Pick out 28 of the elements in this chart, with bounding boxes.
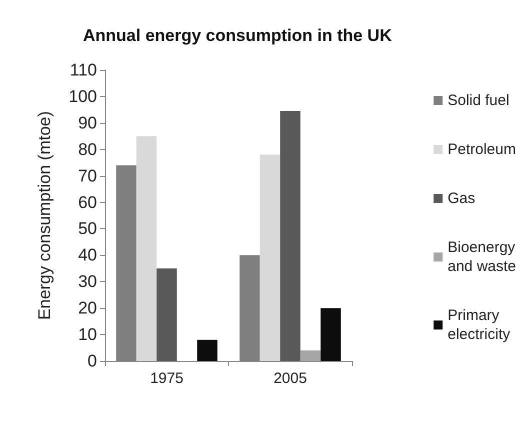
x-tick-label: 1975	[150, 370, 184, 387]
bar	[197, 340, 218, 361]
y-tick-label: 10	[78, 325, 97, 344]
y-tick-label: 110	[70, 60, 97, 80]
legend-label: Bioenergy and waste	[448, 239, 516, 275]
y-tick-label: 40	[78, 246, 97, 265]
bar	[280, 111, 300, 361]
y-tick-label: 50	[78, 219, 97, 238]
x-tick-label: 2005	[274, 370, 307, 387]
y-tick-label: 90	[78, 113, 97, 132]
bar	[260, 154, 280, 361]
y-tick-label: 60	[78, 192, 97, 212]
y-tick-label: 80	[78, 140, 97, 159]
y-axis-title: Energy consumption (mtoe)	[35, 111, 54, 320]
bar	[156, 268, 177, 361]
y-tick-label: 100	[68, 86, 97, 106]
chart-title: Annual energy consumption in the UK	[83, 26, 393, 45]
bar	[320, 308, 341, 361]
y-tick-label: 20	[78, 298, 97, 318]
legend-label: Solid fuel	[448, 92, 510, 109]
bar	[136, 136, 157, 361]
y-tick-label: 0	[88, 352, 97, 370]
legend-label: Petroleum	[448, 141, 516, 158]
legend-label: Primary electricity	[448, 307, 511, 343]
y-tick-label: 70	[78, 166, 97, 186]
bar	[300, 350, 321, 361]
y-tick-label: 30	[78, 272, 97, 292]
legend-label: Gas	[448, 190, 476, 207]
